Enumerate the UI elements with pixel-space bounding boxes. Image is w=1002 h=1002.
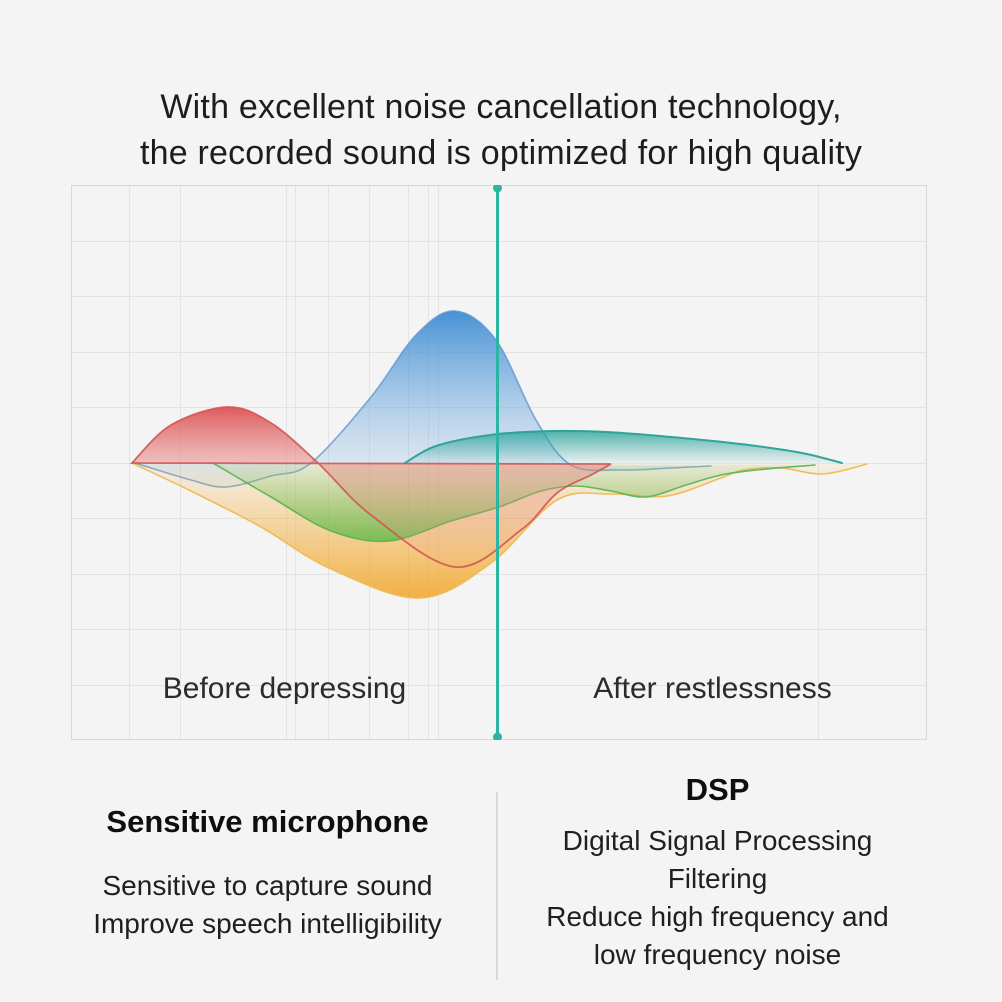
feature-microphone-body: Sensitive to capture sound Improve speec… — [40, 867, 495, 943]
headline-line-1: With excellent noise cancellation techno… — [160, 88, 842, 126]
feature-dsp-heading: DSP — [685, 772, 750, 807]
red-wave-area — [132, 406, 611, 568]
chart-label-before: Before depressing — [162, 672, 407, 705]
feature-microphone-line-1: Sensitive to capture sound — [102, 870, 433, 901]
feature-dsp-line-3: Reduce high frequency and — [546, 901, 889, 932]
feature-microphone-line-2: Improve speech intelligibility — [93, 908, 442, 939]
frequency-response-chart: Before depressing After restlessness — [71, 185, 927, 740]
feature-dsp-line-1: Digital Signal Processing — [562, 825, 873, 856]
feature-microphone: Sensitive microphone Sensitive to captur… — [40, 800, 495, 943]
chart-divider-top-dot — [493, 185, 502, 193]
feature-dsp-line-2: Filtering — [667, 863, 768, 894]
feature-microphone-heading: Sensitive microphone — [106, 804, 429, 839]
red-wave-line — [129, 406, 612, 568]
chart-label-after: After restlessness — [593, 672, 832, 705]
headline-line-2: the recorded sound is optimized for high… — [139, 134, 863, 172]
wave-chart-canvas — [71, 185, 927, 740]
chart-divider-bottom-dot — [493, 732, 502, 740]
feature-dsp-body: Digital Signal Processing Filtering Redu… — [525, 822, 910, 974]
teal-wave-area — [405, 430, 842, 463]
teal-wave-line — [404, 429, 843, 464]
headline: With excellent noise cancellation techno… — [0, 84, 1002, 176]
blue-wave-area — [135, 310, 711, 488]
feature-divider — [496, 792, 498, 980]
feature-dsp-line-4: low frequency noise — [593, 939, 842, 970]
feature-dsp: DSP Digital Signal Processing Filtering … — [525, 768, 910, 974]
